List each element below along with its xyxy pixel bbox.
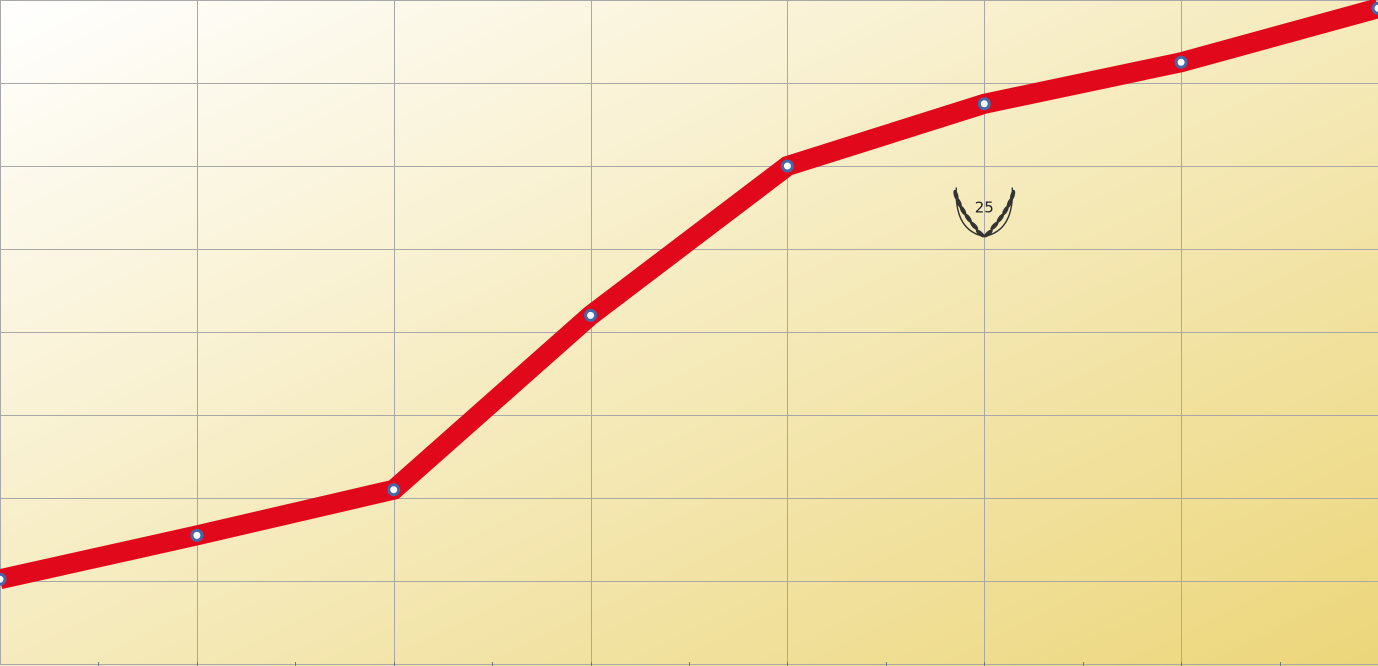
annotation-label: 25	[975, 199, 994, 217]
data-point	[0, 572, 7, 586]
wreath-leaf	[953, 189, 959, 201]
wreath-leaf	[1009, 189, 1016, 201]
x-axis-ticks	[98, 662, 1281, 666]
wreath-leaf	[990, 221, 999, 231]
laurel-wreath-icon	[953, 187, 1016, 238]
wreath-leaf	[970, 221, 979, 231]
wreath-leaf	[975, 229, 985, 238]
series-line	[0, 0, 1378, 590]
data-point	[387, 483, 401, 497]
annotation: 25	[953, 187, 1016, 238]
data-markers	[0, 1, 1378, 586]
data-point	[584, 308, 598, 322]
data-point	[780, 159, 794, 173]
data-point	[1371, 1, 1378, 15]
wreath-leaf	[959, 205, 967, 216]
series-layer	[0, 0, 1378, 590]
data-point	[977, 97, 991, 111]
wreath-leaf	[983, 229, 993, 238]
wreath-leaf	[1002, 205, 1009, 216]
wreath-leaf	[996, 213, 1005, 223]
data-point	[190, 528, 204, 542]
data-point	[1174, 55, 1188, 69]
wreath-leaf	[964, 213, 972, 223]
